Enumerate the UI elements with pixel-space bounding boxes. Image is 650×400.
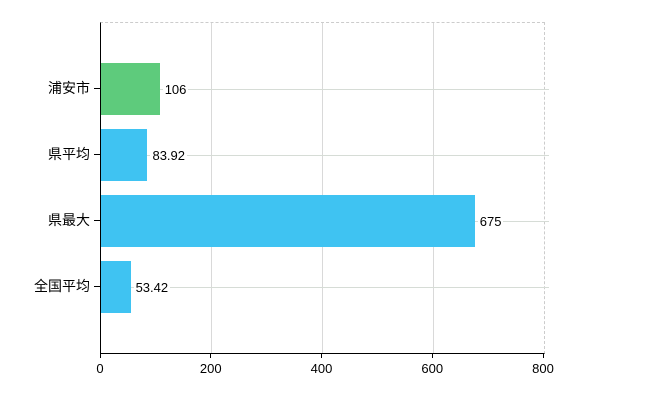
x-axis-tick-label: 200 (199, 361, 222, 376)
horizontal-gridline (101, 154, 549, 156)
x-axis-tick-label: 0 (96, 361, 104, 376)
y-axis-tick (94, 286, 100, 287)
horizontal-gridline (101, 286, 549, 288)
x-axis-tick (321, 353, 322, 358)
bar (101, 129, 148, 181)
vertical-gridline (211, 23, 213, 353)
x-axis-tick (431, 353, 433, 358)
bar-value-label: 106 (162, 81, 189, 97)
category-label: 浦安市 (48, 80, 90, 96)
bar (101, 195, 475, 247)
x-axis-tick (210, 353, 212, 358)
y-axis-tick (94, 220, 100, 221)
category-label: 県最大 (48, 212, 90, 228)
bar-value-label: 675 (477, 213, 504, 229)
x-axis-tick (99, 353, 101, 358)
bar-value-label: 83.92 (150, 147, 188, 163)
bar (101, 261, 131, 313)
bar (101, 63, 160, 115)
bar-value-label: 53.42 (133, 279, 171, 295)
x-axis-tick-label: 800 (532, 361, 554, 376)
x-axis-tick-label: 600 (421, 361, 444, 376)
category-label: 全国平均 (34, 278, 90, 294)
plot-area: 106 83.92 675 53.42 (100, 22, 549, 354)
vertical-gridline (432, 23, 434, 353)
category-label: 県平均 (48, 146, 90, 162)
horizontal-gridline (101, 88, 549, 90)
y-axis-tick (94, 154, 100, 155)
x-axis-tick (542, 353, 544, 358)
vertical-gridline (322, 23, 323, 353)
x-axis-tick-label: 400 (310, 361, 333, 376)
y-axis-tick (94, 88, 100, 89)
